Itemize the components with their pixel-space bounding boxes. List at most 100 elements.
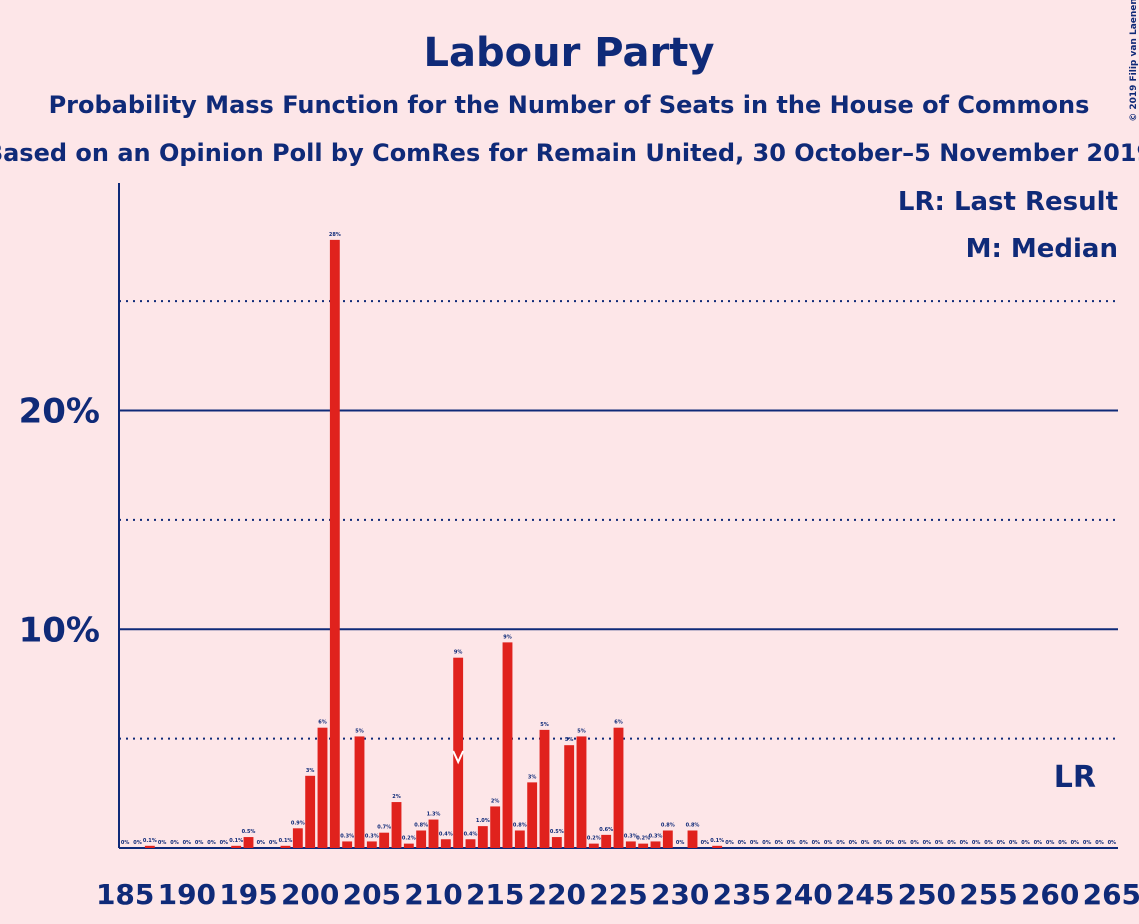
median-marker — [452, 750, 465, 765]
x-tick-label: 240 — [774, 878, 832, 911]
value-label: 0.7% — [377, 825, 391, 831]
value-label: 0% — [738, 840, 747, 846]
bar — [662, 830, 673, 848]
value-label: 0.1% — [143, 838, 157, 844]
bar — [539, 729, 550, 848]
value-label: 3% — [306, 768, 315, 774]
bar — [329, 239, 340, 848]
value-label: 0% — [207, 840, 216, 846]
chart-subtitle: Probability Mass Function for the Number… — [49, 91, 1090, 119]
bar — [231, 845, 242, 848]
legend-entry: M: Median — [966, 234, 1118, 264]
x-tick-label: 195 — [219, 878, 277, 911]
value-label: 0.8% — [414, 823, 428, 829]
value-label: 0% — [1108, 840, 1117, 846]
value-label: 0.4% — [439, 831, 453, 837]
value-label: 0% — [836, 840, 845, 846]
value-label: 0% — [1046, 840, 1055, 846]
bar — [477, 826, 488, 848]
bar — [576, 736, 587, 848]
bar — [317, 727, 328, 848]
value-label: 0% — [1071, 840, 1080, 846]
value-label: 0% — [812, 840, 821, 846]
bar — [428, 819, 439, 848]
x-tick-label: 190 — [158, 878, 216, 911]
bar — [502, 642, 513, 848]
value-label: 0.1% — [229, 838, 243, 844]
bar — [638, 843, 649, 848]
value-label: 6% — [614, 720, 623, 726]
value-label: 0% — [947, 840, 956, 846]
value-label: 0% — [269, 840, 278, 846]
value-label: 0.3% — [624, 833, 638, 839]
x-tick-label: 215 — [466, 878, 524, 911]
copyright: © 2019 Filip van Laenen — [1129, 0, 1139, 122]
bar — [712, 845, 723, 848]
value-label: 0% — [257, 840, 266, 846]
value-label: 0% — [170, 840, 179, 846]
value-label: 5% — [565, 737, 574, 743]
value-label: 0% — [1021, 840, 1030, 846]
value-label: 1.3% — [427, 812, 441, 818]
bar — [625, 841, 636, 848]
value-label: 0.5% — [550, 829, 564, 835]
value-label: 0% — [787, 840, 796, 846]
value-label: 2% — [491, 798, 500, 804]
value-label: 0.5% — [242, 829, 256, 835]
bar — [564, 745, 575, 848]
value-label: 0.8% — [686, 823, 700, 829]
value-label: 0.3% — [340, 833, 354, 839]
value-label: 0% — [1058, 840, 1067, 846]
value-label: 0% — [861, 840, 870, 846]
value-label: 0% — [195, 840, 204, 846]
x-tick-label: 255 — [959, 878, 1017, 911]
x-tick-label: 220 — [528, 878, 586, 911]
value-label: 5% — [577, 728, 586, 734]
value-label: 5% — [355, 728, 364, 734]
value-label: 0% — [1034, 840, 1043, 846]
value-label: 0% — [220, 840, 229, 846]
value-label: 1.0% — [476, 818, 490, 824]
x-tick-label: 260 — [1021, 878, 1079, 911]
value-label: 0.1% — [279, 838, 293, 844]
chart-title: Labour Party — [424, 30, 715, 76]
x-tick-label: 205 — [343, 878, 401, 911]
value-label: 0% — [935, 840, 944, 846]
value-label: 0% — [923, 840, 932, 846]
value-label: 0.6% — [599, 827, 613, 833]
bar — [342, 841, 353, 848]
bar — [379, 832, 390, 848]
value-label: 0% — [775, 840, 784, 846]
value-label: 9% — [503, 634, 512, 640]
bar — [687, 830, 698, 848]
value-label: 0% — [133, 840, 142, 846]
value-label: 0% — [910, 840, 919, 846]
value-label: 0% — [1009, 840, 1018, 846]
value-label: 0% — [824, 840, 833, 846]
value-label: 6% — [318, 720, 327, 726]
value-label: 0% — [886, 840, 895, 846]
bar — [440, 839, 451, 848]
bar — [416, 830, 427, 848]
chart-subtitle: Based on an Opinion Poll by ComRes for R… — [0, 139, 1139, 167]
value-label: 0.2% — [587, 836, 601, 842]
value-label: 0% — [1083, 840, 1092, 846]
bar — [465, 839, 476, 848]
value-label: 5% — [540, 722, 549, 728]
value-label: 0% — [849, 840, 858, 846]
value-label: 0.9% — [291, 820, 305, 826]
x-tick-label: 210 — [404, 878, 462, 911]
value-label: 0% — [725, 840, 734, 846]
x-tick-label: 235 — [713, 878, 771, 911]
y-tick-label: 20% — [19, 392, 100, 432]
value-label: 0% — [158, 840, 167, 846]
bar — [453, 657, 464, 848]
bar — [391, 802, 402, 848]
bar — [292, 828, 303, 848]
bar — [551, 837, 562, 848]
value-label: 0.3% — [365, 833, 379, 839]
bar — [305, 775, 316, 848]
legend-entry: LR: Last Result — [898, 187, 1118, 217]
value-label: 0% — [960, 840, 969, 846]
